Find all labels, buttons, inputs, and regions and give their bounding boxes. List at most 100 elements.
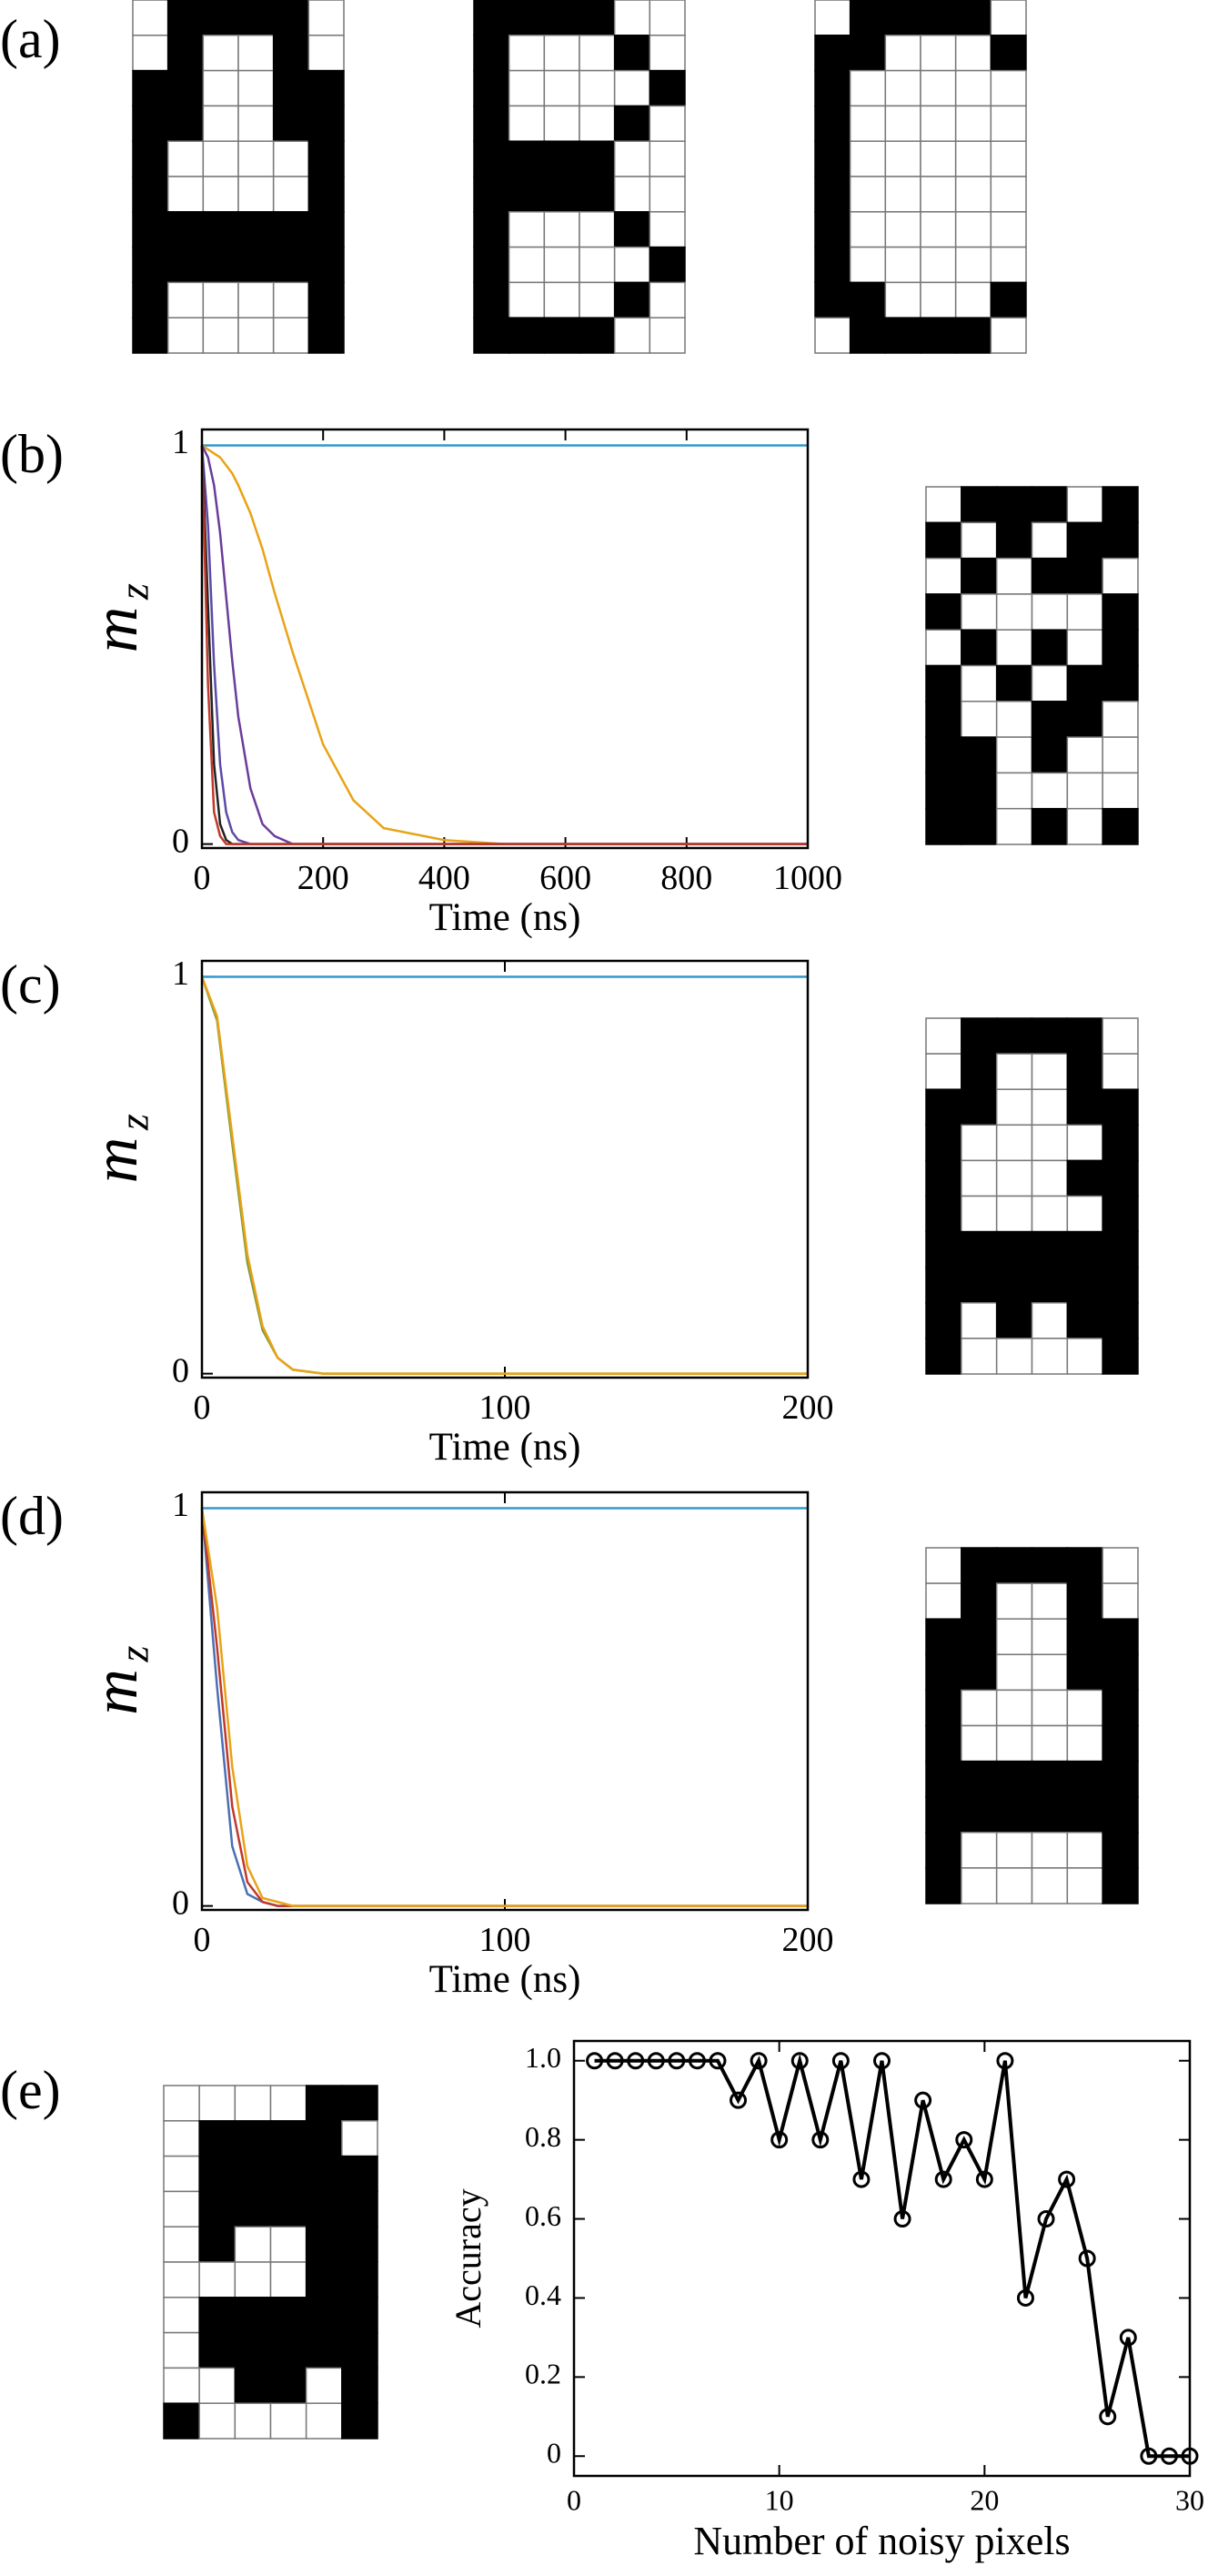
pixel	[990, 35, 1027, 72]
pixel	[995, 664, 1033, 702]
y-tick-label: 1	[172, 1486, 189, 1524]
pixel	[995, 1017, 1033, 1055]
pixel	[269, 2155, 307, 2193]
pixel	[132, 140, 169, 177]
pixel	[649, 246, 686, 284]
panel-label: (c)	[0, 955, 61, 1015]
pixel	[269, 2085, 307, 2122]
pixel	[925, 1653, 962, 1692]
pixel	[473, 317, 510, 354]
pixel	[202, 211, 239, 248]
pixel	[925, 1582, 962, 1620]
pixel	[1031, 486, 1069, 524]
pixel	[990, 317, 1027, 354]
pixel	[166, 211, 205, 248]
pixel	[307, 211, 345, 248]
pixel	[237, 140, 275, 177]
pixel	[1066, 1795, 1103, 1834]
y-tick-label: 0.6	[525, 2199, 561, 2232]
pixel	[954, 317, 992, 354]
pixel	[920, 140, 957, 177]
pixel	[1031, 593, 1069, 631]
pixel	[1066, 664, 1103, 702]
pixel	[1066, 1338, 1103, 1375]
panel-label: (b)	[0, 424, 64, 484]
pixel	[202, 246, 239, 284]
pixel	[234, 2367, 272, 2404]
pixel	[1066, 1724, 1103, 1763]
marker	[647, 2052, 665, 2070]
pixel	[166, 246, 205, 284]
pixel	[269, 2331, 307, 2369]
pixel	[990, 246, 1027, 284]
pixel	[954, 105, 992, 142]
pixel	[341, 2226, 378, 2263]
pixel	[995, 1124, 1033, 1162]
y-axis-label: Accuracy	[448, 2188, 488, 2328]
pixel	[613, 211, 651, 248]
pixel	[995, 1618, 1033, 1656]
pixel	[925, 557, 962, 595]
y-axis-label-subscript: z	[111, 1645, 157, 1662]
x-tick-label: 400	[418, 859, 470, 897]
pixel	[954, 35, 992, 72]
pixel	[961, 1582, 998, 1620]
pixel	[1031, 1547, 1069, 1584]
pixel	[1031, 1053, 1069, 1090]
pixel	[166, 0, 205, 36]
pixel	[1102, 701, 1139, 738]
pixel	[543, 105, 580, 142]
pixel	[1102, 1266, 1139, 1304]
pixel	[925, 1124, 962, 1162]
pixel	[961, 772, 998, 810]
pixel	[925, 1053, 962, 1090]
pixel	[995, 1795, 1033, 1834]
pixel	[272, 246, 310, 284]
x-axis-label: Number of noisy pixels	[693, 2519, 1070, 2563]
pixel	[814, 317, 851, 354]
pixel	[961, 1338, 998, 1375]
pixel	[1102, 521, 1139, 560]
y-tick-label: 1	[172, 955, 189, 993]
series-line	[200, 445, 808, 845]
pixel	[234, 2190, 272, 2227]
pixel	[1066, 1689, 1103, 1727]
pixel	[508, 69, 546, 107]
pixel	[961, 1547, 998, 1584]
pixel	[579, 281, 616, 318]
pixel	[990, 69, 1027, 107]
pixel	[884, 140, 921, 177]
marker	[1078, 2249, 1096, 2268]
pixel	[920, 69, 957, 107]
marker	[688, 2052, 706, 2070]
pixel	[995, 1053, 1033, 1090]
pixel	[198, 2120, 237, 2157]
pixel	[307, 281, 345, 318]
pixel	[198, 2226, 237, 2263]
pixel	[961, 1195, 998, 1233]
pixel	[849, 176, 887, 213]
pixel	[814, 140, 851, 177]
x-tick-label: 600	[539, 859, 591, 897]
pixel	[579, 69, 616, 107]
pixel	[954, 0, 992, 36]
pixel	[202, 105, 239, 142]
pixel	[1102, 807, 1139, 845]
pixel	[884, 317, 921, 354]
pixel	[995, 1338, 1033, 1375]
pixel	[508, 105, 546, 142]
pixel	[649, 35, 686, 72]
pixel	[473, 176, 510, 213]
pixel	[1066, 1159, 1103, 1197]
pixel	[1066, 1760, 1103, 1798]
pixel	[613, 317, 651, 354]
pixel	[166, 317, 205, 354]
pixel	[269, 2367, 307, 2404]
pixel	[995, 521, 1033, 560]
pixel	[961, 1124, 998, 1162]
pixel	[307, 140, 345, 177]
pixel	[1031, 1653, 1069, 1692]
series-line	[200, 1508, 808, 1907]
pixel	[814, 281, 851, 318]
